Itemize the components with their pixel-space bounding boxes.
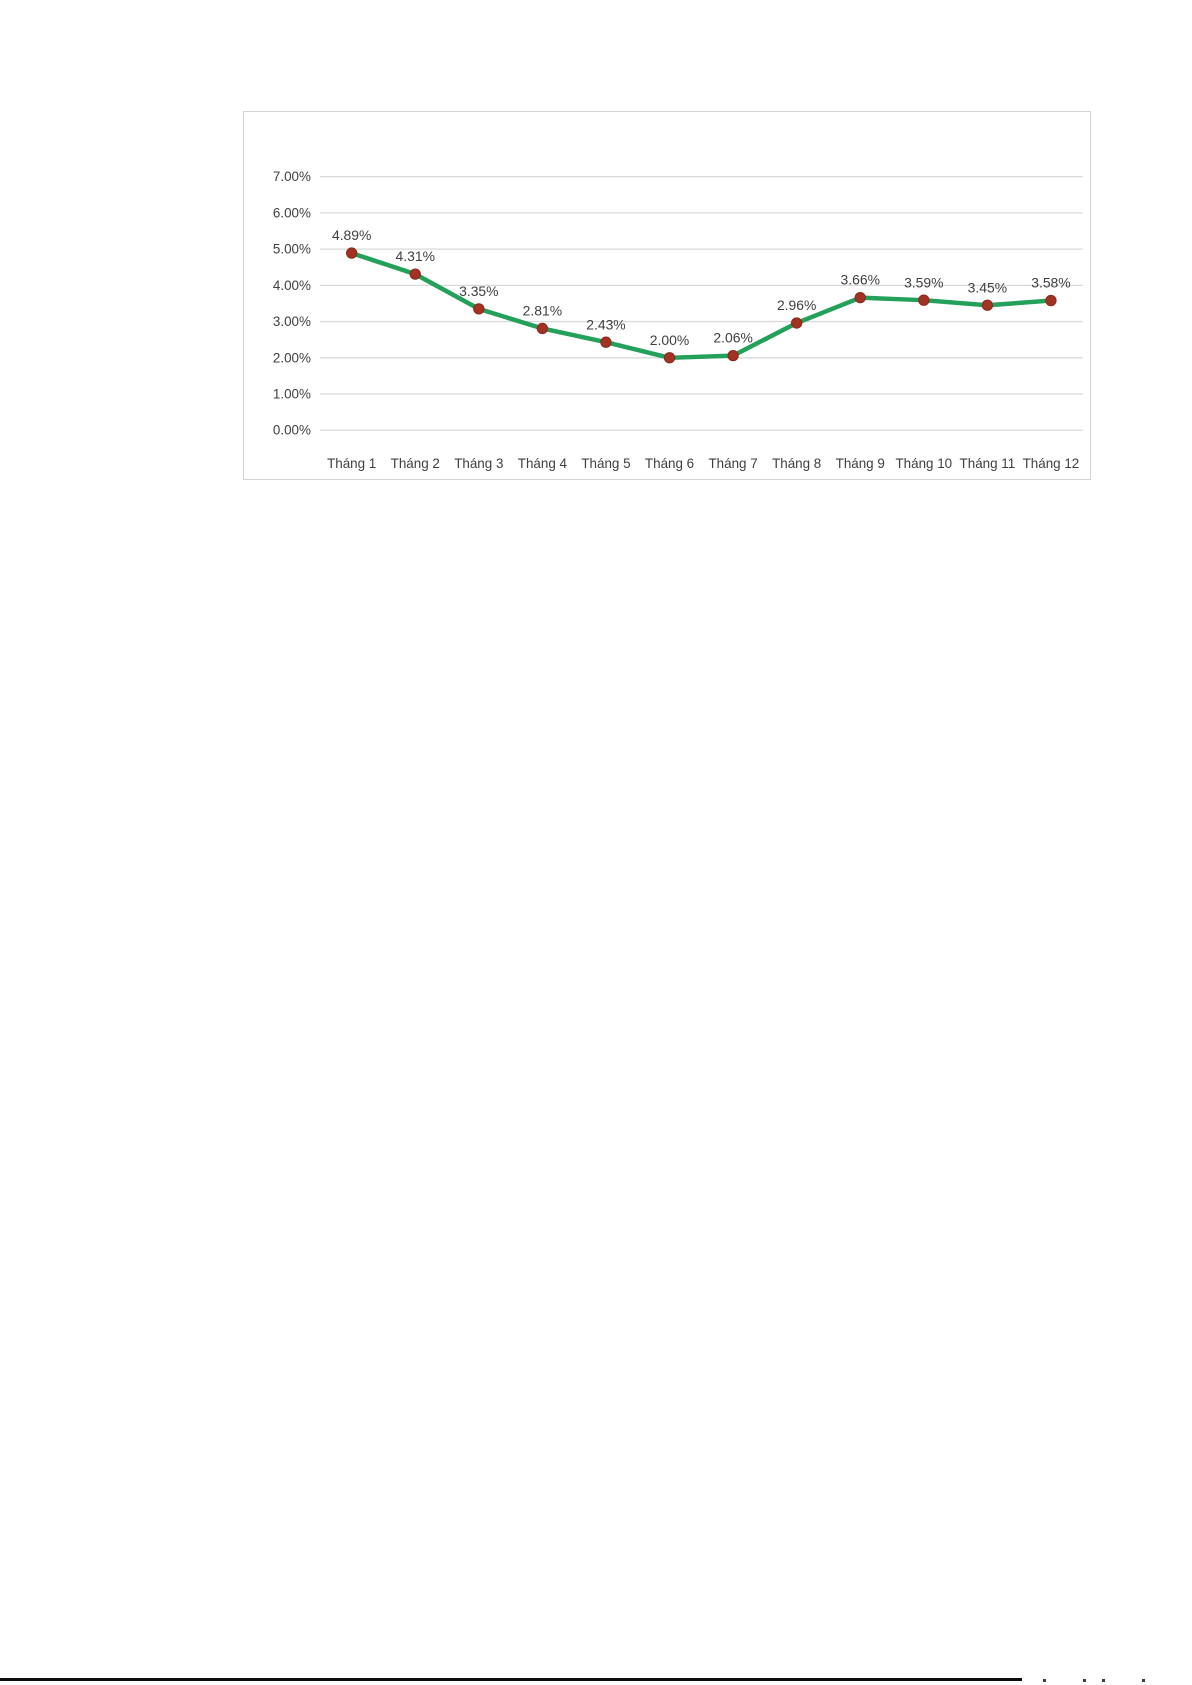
- data-point-marker: [790, 317, 803, 329]
- data-point-label: 2.06%: [713, 330, 752, 346]
- data-point-marker: [981, 299, 994, 311]
- y-tick-label: 2.00%: [273, 350, 311, 365]
- data-point-label: 3.59%: [904, 274, 943, 290]
- y-tick-label: 4.00%: [273, 278, 311, 293]
- x-tick-label: Tháng 5: [581, 456, 630, 471]
- data-point-label: 2.00%: [650, 332, 689, 348]
- data-point-label: 3.66%: [841, 272, 880, 288]
- data-point-marker: [854, 291, 866, 304]
- y-tick-label: 5.00%: [273, 242, 311, 257]
- edge-artifact: [1083, 1679, 1086, 1682]
- chart-panel: 7.00% 6.00% 5.00% 4.00% 3.00% 2.00% 1.00% 0.00%…: [243, 111, 1091, 480]
- data-point-label: 3.35%: [459, 283, 498, 299]
- x-tick-label: Tháng 10: [895, 456, 952, 471]
- data-point-label: 2.43%: [586, 316, 625, 332]
- data-point-marker: [727, 349, 739, 362]
- series-line: [349, 250, 1054, 361]
- y-tick-label: 1.00%: [273, 387, 311, 402]
- data-point-label: 3.45%: [968, 279, 1007, 295]
- y-tick-label: 7.00%: [273, 169, 311, 184]
- y-tick-label: 6.00%: [273, 205, 311, 220]
- x-tick-label: Tháng 7: [708, 456, 757, 471]
- x-tick-label: Tháng 12: [1023, 456, 1080, 471]
- x-tick-label: Tháng 11: [960, 456, 1016, 471]
- line-chart: 7.00% 6.00% 5.00% 4.00% 3.00% 2.00% 1.00% 0.00%…: [273, 169, 1083, 471]
- edge-artifact: [1043, 1679, 1046, 1682]
- x-tick-label: Tháng 9: [836, 456, 885, 471]
- data-point-marker: [918, 294, 930, 306]
- data-point-label: 2.81%: [523, 303, 562, 319]
- x-tick-label: Tháng 3: [454, 456, 503, 471]
- data-point-marker: [536, 322, 549, 335]
- x-tick-label: Tháng 2: [391, 456, 440, 471]
- y-tick-label: 0.00%: [273, 423, 311, 438]
- data-point-label: 4.89%: [332, 227, 371, 243]
- bottom-divider: [0, 1678, 1022, 1681]
- x-tick-label: Tháng 8: [772, 456, 821, 471]
- data-point-label: 4.31%: [396, 248, 435, 264]
- edge-artifact: [1142, 1679, 1145, 1682]
- data-point-marker: [409, 268, 421, 280]
- data-point-marker: [346, 247, 358, 259]
- x-tick-label: Tháng 4: [518, 456, 568, 471]
- y-tick-label: 3.00%: [273, 314, 311, 329]
- data-point-marker: [663, 352, 676, 364]
- data-point-label: 2.96%: [777, 297, 816, 313]
- data-point-marker: [1045, 294, 1057, 307]
- x-tick-label: Tháng 6: [645, 456, 694, 471]
- edge-artifact: [1102, 1679, 1105, 1682]
- x-tick-label: Tháng 1: [327, 456, 376, 471]
- data-point-marker: [473, 303, 485, 315]
- data-point-marker: [600, 336, 612, 348]
- data-point-label: 3.58%: [1031, 275, 1070, 291]
